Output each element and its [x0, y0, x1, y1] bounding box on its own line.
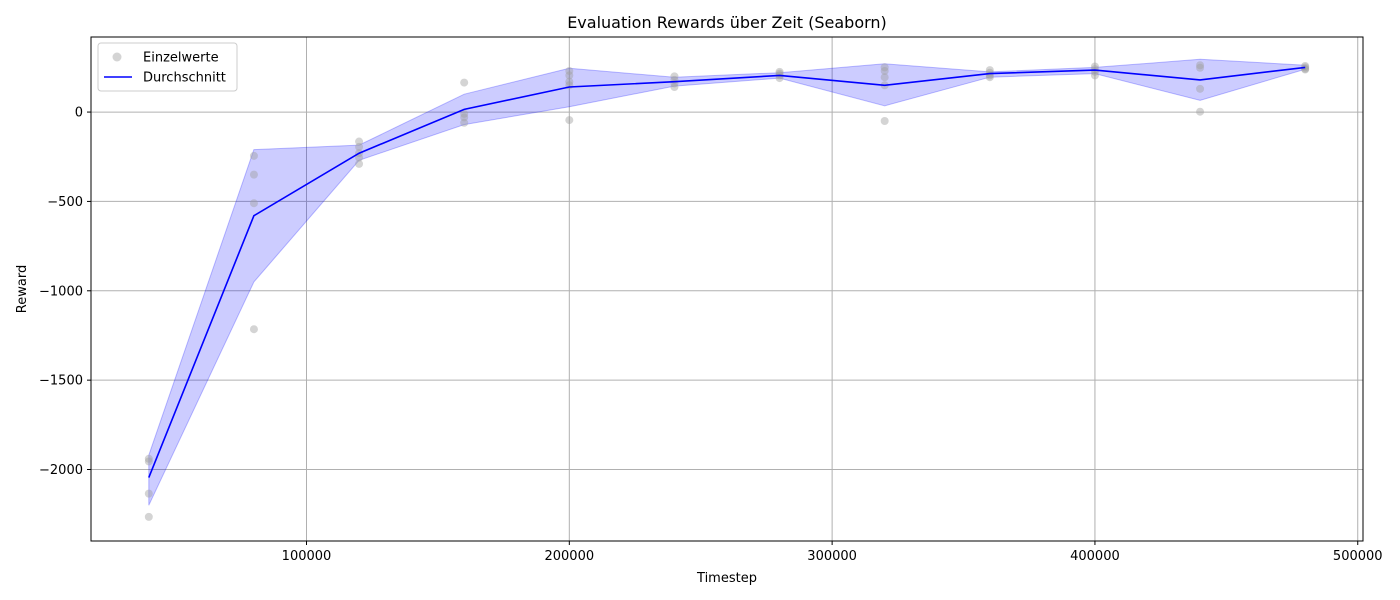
y-tick-label: 0	[75, 106, 83, 121]
scatter-point	[565, 66, 574, 75]
scatter-point	[460, 78, 469, 87]
axes-frame	[90, 36, 1364, 542]
scatter-point	[670, 83, 679, 92]
mean-line	[148, 66, 1306, 478]
scatter-point	[1301, 65, 1310, 74]
scatter-point	[355, 153, 364, 162]
y-tick-label: −500	[47, 195, 83, 210]
scatter-point	[144, 457, 153, 466]
scatter-point	[460, 118, 469, 127]
scatter-point	[144, 512, 153, 521]
scatter-point	[355, 159, 364, 168]
x-axis-label: Timestep	[696, 571, 757, 586]
scatter-point	[880, 66, 889, 75]
legend-marker-einzelwerte	[112, 52, 122, 62]
scatter-point	[1301, 64, 1310, 73]
scatter-point	[1090, 65, 1099, 74]
y-axis-label: Reward	[15, 265, 30, 313]
scatter-point	[880, 117, 889, 125]
x-tick-label: 200000	[544, 549, 594, 564]
legend-label-durchschnitt: Durchschnitt	[143, 71, 226, 86]
y-tick-label: −1000	[39, 284, 83, 299]
legend-box	[97, 42, 238, 92]
legend: Einzelwerte Durchschnitt	[97, 42, 238, 92]
scatter-point	[355, 137, 364, 146]
scatter-point	[249, 170, 258, 179]
scatter-point	[985, 66, 994, 75]
legend-label-einzelwerte: Einzelwerte	[143, 51, 219, 66]
y-tick-label: −1500	[39, 374, 83, 389]
scatter-point	[670, 72, 679, 81]
scatter-point	[565, 77, 574, 86]
scatter-point	[460, 113, 469, 122]
x-tick-label: 500000	[1333, 549, 1383, 564]
scatter-point	[1196, 84, 1205, 93]
scatter-point	[1196, 63, 1205, 72]
scatter-point	[565, 71, 574, 80]
scatter-point	[1090, 71, 1099, 80]
x-tick-label: 300000	[807, 549, 857, 564]
confidence-band	[148, 58, 1306, 506]
plot-area: 100000 200000 300000 400000 500000 −2000 −1500…	[39, 36, 1383, 564]
chart-title: Evaluation Rewards über Zeit (Seaborn)	[567, 13, 887, 32]
scatter-point	[880, 63, 889, 72]
scatter-point	[355, 142, 364, 151]
scatter-point	[1196, 107, 1205, 116]
x-tick-label: 100000	[282, 549, 332, 564]
scatter-point	[249, 199, 258, 208]
scatter-point	[775, 67, 784, 76]
scatter-point	[565, 116, 574, 125]
scatter-point	[985, 73, 994, 82]
scatter-point	[144, 489, 153, 498]
scatter-point	[1090, 62, 1099, 71]
y-tick-label: −2000	[39, 463, 83, 478]
x-tick-label: 400000	[1070, 549, 1120, 564]
scatter-point	[985, 68, 994, 77]
scatter-point	[249, 151, 258, 160]
scatter-point	[880, 73, 889, 82]
scatter-point	[249, 325, 258, 334]
scatter-point	[144, 454, 153, 463]
scatter-point	[460, 109, 469, 118]
scatter-point	[1196, 61, 1205, 70]
